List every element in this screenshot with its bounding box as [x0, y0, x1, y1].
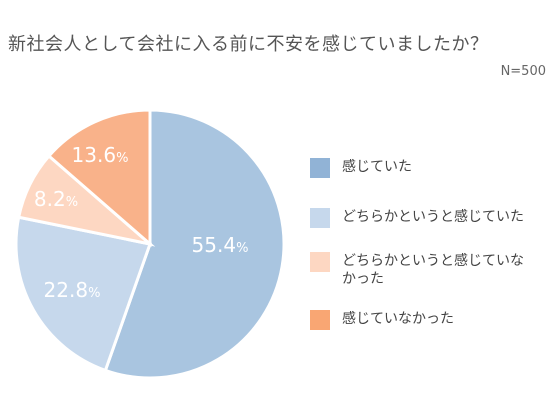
pie-slice-2 — [14, 215, 152, 373]
legend-label-4: 感じていなかった — [342, 311, 454, 327]
legend-label-1: 感じていた — [342, 159, 412, 175]
legend-label-3: どちらかというと感じていなかった — [342, 253, 524, 287]
legend-label-2: どちらかというと感じていた — [342, 209, 524, 225]
sample-size-label: N=500 — [500, 64, 546, 79]
legend-item-3: どちらかというと感じていなかった — [310, 252, 532, 288]
legend-swatch-1 — [310, 158, 330, 178]
legend-item-1: 感じていた — [310, 158, 532, 178]
chart-title: 新社会人として会社に入る前に不安を感じていましたか？ — [8, 34, 489, 55]
legend-swatch-2 — [310, 208, 330, 228]
legend-item-4: 感じていなかった — [310, 310, 532, 330]
legend-swatch-3 — [310, 252, 330, 272]
pie-slice-4 — [46, 108, 152, 248]
legend-swatch-4 — [310, 310, 330, 330]
legend-item-2: どちらかというと感じていた — [310, 208, 532, 228]
